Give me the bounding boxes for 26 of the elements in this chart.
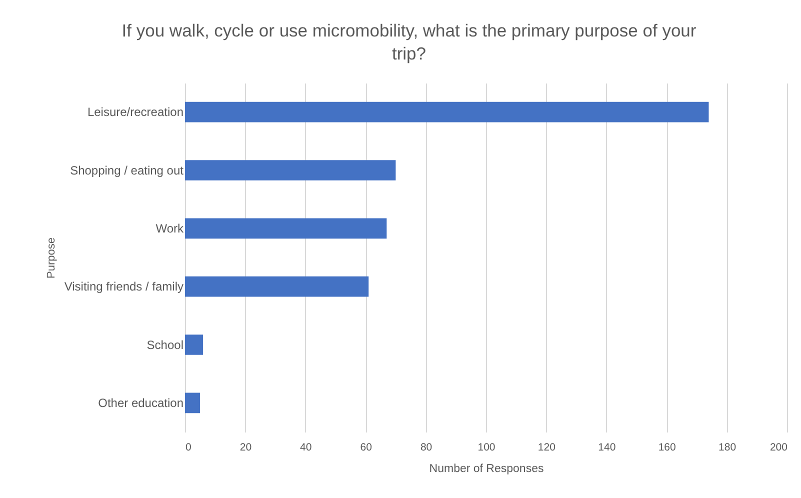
bar: [185, 392, 200, 414]
x-tick-label: 180: [718, 442, 736, 454]
x-tick-label: 160: [658, 442, 676, 454]
x-tick-label: 140: [598, 442, 616, 454]
bar: [185, 218, 387, 239]
x-tick-label: 40: [300, 442, 312, 454]
bar: [185, 334, 204, 355]
y-tick-label: School: [146, 338, 184, 352]
y-tick-label: Other education: [98, 396, 184, 410]
x-tick-label: 0: [186, 442, 192, 454]
y-tick-label: Shopping / eating out: [70, 163, 184, 178]
y-tick-label: Leisure/recreation: [87, 105, 184, 120]
chart-title: If you walk, cycle or use micromobility, what is the primary purpose of your trip?: [122, 20, 696, 64]
y-tick-label: Visiting friends / family: [64, 280, 184, 294]
y-axis-title: Purpose: [45, 238, 58, 278]
bar: [185, 276, 369, 297]
bar: [185, 102, 709, 122]
x-tick-label: 20: [240, 442, 252, 454]
x-tick-label: 100: [478, 442, 496, 454]
x-axis-title: Number of Responses: [429, 463, 544, 475]
x-tick-label: 80: [420, 442, 432, 454]
x-tick-label: 120: [538, 442, 556, 454]
y-tick-label: Work: [156, 221, 184, 236]
x-tick-label: 200: [770, 442, 788, 454]
x-tick-label: 60: [360, 442, 372, 454]
bar: [185, 160, 396, 180]
